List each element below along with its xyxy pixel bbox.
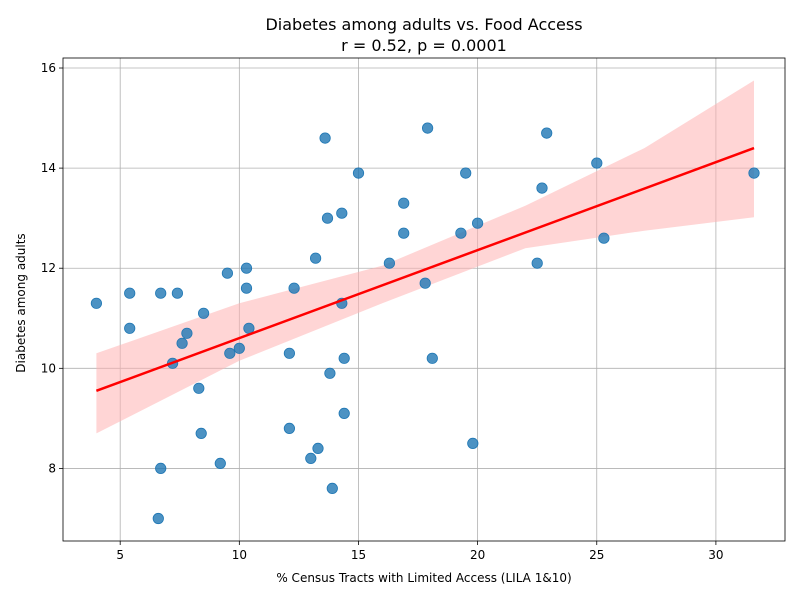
y-tick-label: 16 [41, 61, 56, 75]
data-point [283, 347, 295, 359]
y-tick-label: 12 [41, 261, 56, 275]
data-point [471, 217, 484, 229]
data-point [541, 127, 553, 139]
chart-title: Diabetes among adults vs. Food Access [265, 15, 582, 34]
data-point [233, 342, 245, 354]
data-point [426, 352, 438, 364]
data-points [90, 122, 760, 525]
x-tick-label: 10 [232, 548, 247, 562]
data-point [455, 227, 467, 239]
data-point [383, 257, 395, 269]
y-tick-label: 14 [41, 161, 56, 175]
data-point [336, 207, 348, 219]
data-point [326, 482, 338, 494]
data-point [309, 252, 322, 264]
regression-line [95, 146, 755, 393]
data-point [305, 452, 317, 464]
x-tick-label: 5 [116, 548, 124, 562]
data-point [240, 262, 253, 274]
data-point [283, 422, 295, 434]
data-point [598, 232, 610, 244]
regression-line-layer [95, 146, 755, 393]
data-point [288, 282, 300, 294]
x-tick-label: 30 [708, 548, 723, 562]
data-point [319, 132, 331, 144]
x-tick-label: 20 [470, 548, 485, 562]
data-point [748, 167, 760, 179]
data-point [531, 257, 543, 269]
data-point [124, 287, 136, 299]
data-point [195, 427, 207, 439]
data-point [152, 512, 164, 525]
data-point [591, 157, 603, 169]
y-tick-label: 10 [41, 361, 56, 375]
x-tick-label: 15 [351, 548, 366, 562]
data-point [181, 327, 193, 339]
data-point [90, 297, 103, 309]
data-point [155, 287, 167, 299]
data-point [419, 277, 431, 289]
y-axis-ticks: 8 10 12 14 16 [41, 61, 63, 475]
data-point [240, 282, 253, 294]
data-point [221, 267, 233, 279]
x-axis-ticks: 5 10 15 20 25 30 [116, 541, 724, 562]
y-axis-label: Diabetes among adults [14, 233, 28, 372]
data-point [338, 352, 350, 364]
data-point [155, 462, 167, 474]
data-point [460, 167, 472, 179]
confidence-band [96, 80, 754, 434]
data-point [352, 167, 365, 179]
data-point [398, 197, 410, 209]
data-point [421, 122, 434, 134]
data-point [324, 367, 336, 379]
data-point [467, 437, 479, 449]
data-point [312, 442, 324, 454]
data-point [398, 227, 410, 239]
data-point [536, 182, 548, 194]
data-point [198, 307, 210, 319]
x-axis-label: % Census Tracts with Limited Access (LIL… [276, 571, 571, 585]
data-point [176, 337, 188, 349]
y-tick-label: 8 [48, 461, 56, 475]
data-point [338, 407, 350, 419]
confidence-band-layer [96, 80, 754, 434]
data-point [171, 287, 183, 299]
data-point [214, 457, 226, 469]
chart-subtitle: r = 0.52, p = 0.0001 [341, 36, 507, 55]
plot-frame [62, 57, 786, 542]
data-point [321, 212, 334, 224]
data-point [224, 347, 236, 359]
x-tick-label: 25 [589, 548, 604, 562]
data-point [193, 382, 205, 394]
data-point [124, 322, 136, 334]
